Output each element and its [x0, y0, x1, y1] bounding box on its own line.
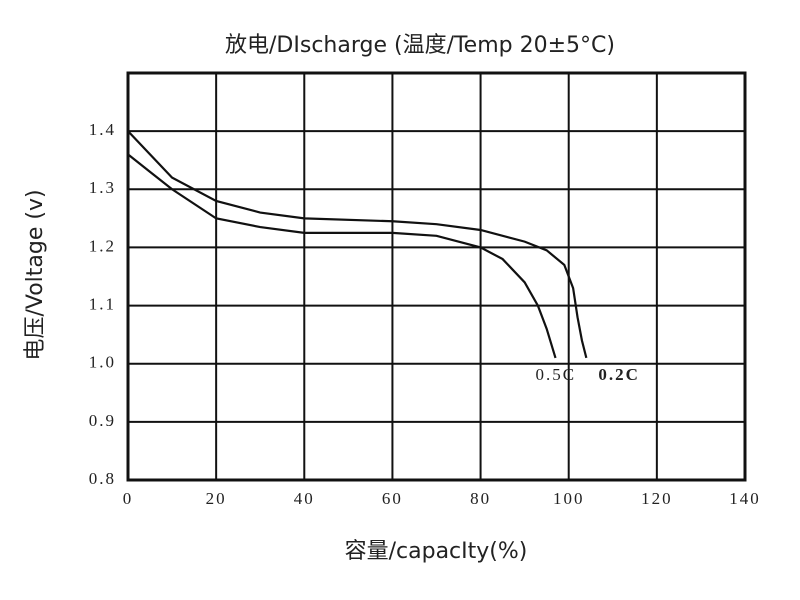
y-tick-label: 0.9	[89, 411, 116, 430]
series-label: 0.5C	[535, 365, 576, 384]
x-tick-label: 140	[729, 489, 761, 508]
y-tick-label: 1.3	[89, 178, 116, 197]
x-tick-label: 100	[553, 489, 585, 508]
chart-title: 放电/DIscharge (温度/Temp 20±5°C)	[225, 33, 615, 58]
y-tick-label: 1.1	[89, 294, 116, 313]
y-tick-label: 1.0	[89, 353, 116, 372]
x-tick-label: 20	[206, 489, 227, 508]
x-tick-label: 60	[382, 489, 403, 508]
y-tick-label: 1.4	[89, 120, 116, 139]
series-line	[127, 153, 557, 359]
x-axis-label: 容量/capacIty(%)	[345, 539, 528, 564]
y-tick-label: 1.2	[89, 236, 116, 255]
plot-border	[126, 71, 747, 482]
y-tick-label: 0.8	[89, 469, 116, 488]
y-axis-label: 电压/Voltage (v)	[23, 189, 48, 360]
series-label: 0.2C	[598, 365, 640, 384]
x-tick-label: 40	[294, 489, 315, 508]
x-tick-label: 80	[470, 489, 491, 508]
x-tick-label: 0	[123, 489, 134, 508]
series-line	[127, 130, 588, 359]
x-tick-label: 120	[641, 489, 673, 508]
